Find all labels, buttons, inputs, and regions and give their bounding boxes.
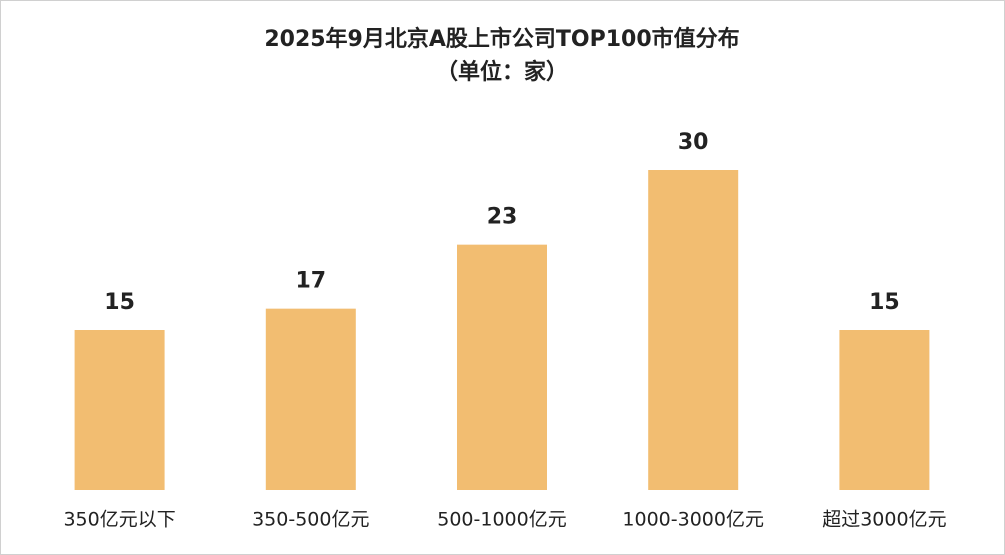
bar: [839, 330, 930, 490]
x-tick-label: 500-1000亿元: [437, 509, 566, 531]
x-tick-label: 350亿元以下: [63, 509, 175, 531]
bar: [648, 170, 739, 490]
chart-subtitle: （单位：家）: [436, 59, 568, 85]
data-label: 15: [104, 290, 135, 315]
x-tick-label: 超过3000亿元: [822, 509, 946, 531]
data-label: 30: [678, 130, 709, 155]
bar: [457, 244, 547, 490]
data-label: 17: [295, 269, 326, 294]
bar: [74, 330, 165, 490]
data-label: 15: [869, 290, 900, 315]
x-tick-label: 1000-3000亿元: [622, 509, 764, 531]
chart-title: 2025年9月北京A股上市公司TOP100市值分布: [264, 26, 739, 52]
data-label: 23: [487, 205, 518, 230]
x-tick-label: 350-500亿元: [252, 509, 369, 531]
bar: [265, 308, 356, 490]
